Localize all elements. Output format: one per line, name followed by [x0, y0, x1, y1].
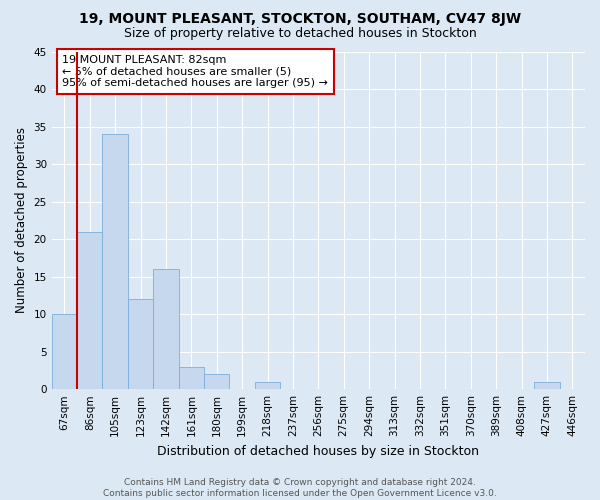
Text: Contains HM Land Registry data © Crown copyright and database right 2024.
Contai: Contains HM Land Registry data © Crown c… — [103, 478, 497, 498]
Bar — [179, 366, 204, 389]
Text: Size of property relative to detached houses in Stockton: Size of property relative to detached ho… — [124, 28, 476, 40]
Bar — [255, 382, 280, 389]
Text: 19 MOUNT PLEASANT: 82sqm
← 5% of detached houses are smaller (5)
95% of semi-det: 19 MOUNT PLEASANT: 82sqm ← 5% of detache… — [62, 55, 328, 88]
Text: 19, MOUNT PLEASANT, STOCKTON, SOUTHAM, CV47 8JW: 19, MOUNT PLEASANT, STOCKTON, SOUTHAM, C… — [79, 12, 521, 26]
Y-axis label: Number of detached properties: Number of detached properties — [15, 128, 28, 314]
Bar — [204, 374, 229, 389]
Bar — [153, 269, 179, 389]
Bar — [103, 134, 128, 389]
Bar — [77, 232, 103, 389]
X-axis label: Distribution of detached houses by size in Stockton: Distribution of detached houses by size … — [157, 444, 479, 458]
Bar — [534, 382, 560, 389]
Bar — [52, 314, 77, 389]
Bar — [128, 299, 153, 389]
